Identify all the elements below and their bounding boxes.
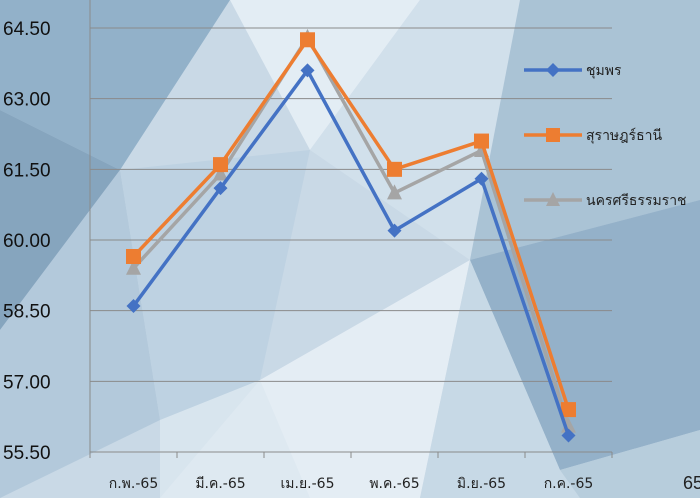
y-tick-label: 57.00 [3,372,51,393]
gridlines [89,0,613,458]
y-axis-ticks: 55.50 57.00 58.50 60.00 61.50 63.00 64.50 [3,19,51,464]
data-point-s3 [126,259,141,275]
data-point-s1 [474,171,489,186]
x-tick-label: พ.ค.-65 [369,476,419,492]
data-point-s3 [387,184,402,200]
data-point-s2 [387,161,402,177]
data-point-s1 [213,181,228,196]
y-tick-label: 63.00 [3,90,51,111]
legend-label-3: นครศรีธรรมราช [586,193,687,209]
data-point-s2 [561,402,576,418]
data-point-s2 [474,133,489,149]
y-tick-label: 64.50 [3,19,51,40]
data-point-s1 [561,428,576,443]
x-tick-label: ก.ค.-65 [544,476,594,492]
y-tick-label: 58.50 [3,302,51,323]
series-line-3 [132,35,571,427]
data-point-s2 [300,32,315,48]
corner-label: 65 [683,473,700,493]
y-tick-label: 55.50 [3,443,51,464]
legend-label-2: สุราษฎร์ธานี [586,127,662,144]
series-line-1 [132,68,571,437]
data-point-s3 [213,165,228,181]
legend-marker-2 [546,128,560,142]
x-tick-label: ก.พ.-65 [109,476,158,492]
data-point-s1 [126,298,141,313]
data-point-s1 [300,63,315,78]
series-group [126,28,576,443]
series-line-2 [132,38,571,411]
y-tick-label: 61.50 [3,160,51,181]
data-point-s2 [213,157,228,173]
y-tick-label: 60.00 [3,231,51,252]
legend-marker-3 [546,192,560,206]
legend-label-1: ชุมพร [586,63,622,79]
x-tick-label: มี.ค.-65 [195,476,245,492]
legend-marker-1 [546,63,560,77]
x-tick-label: มิ.ย.-65 [457,476,506,492]
x-axis-ticks: ก.พ.-65 มี.ค.-65 เม.ย.-65 พ.ค.-65 มิ.ย.-65 ก.… [109,476,594,492]
data-point-s2 [126,248,141,264]
x-tick-label: เม.ย.-65 [281,476,335,492]
data-point-s1 [387,223,402,238]
